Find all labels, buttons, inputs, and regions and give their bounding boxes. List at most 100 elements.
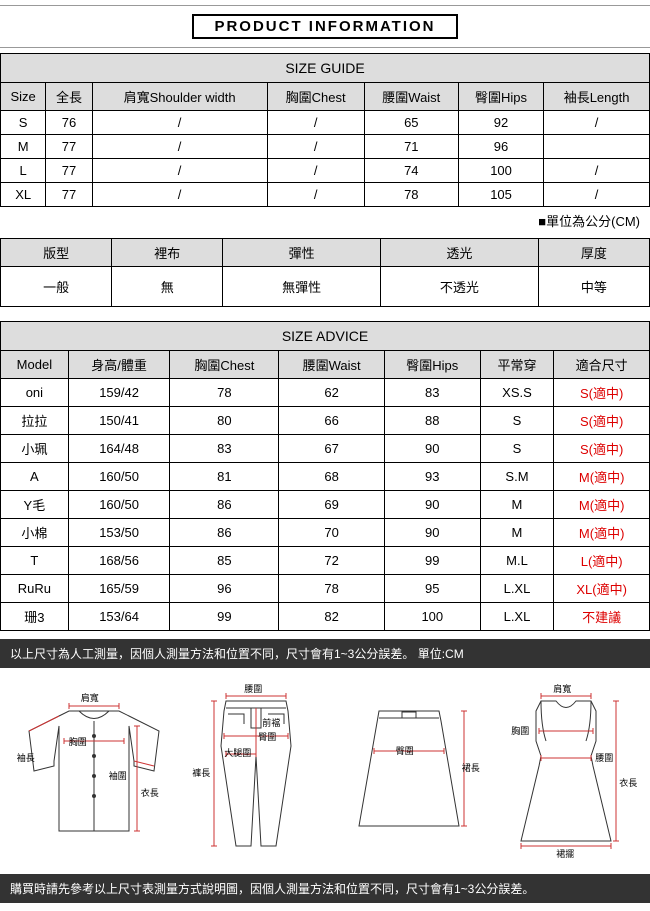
col-usual: 平常穿: [480, 351, 554, 379]
label-phip: 臀圍: [258, 730, 276, 743]
col-fit2: 適合尺寸: [554, 351, 650, 379]
table-cell: S.M: [480, 463, 554, 491]
table-cell: 82: [279, 603, 385, 631]
table-cell: 小珮: [1, 435, 69, 463]
table-cell: /: [267, 135, 364, 159]
table-cell: 74: [364, 159, 458, 183]
table-cell: 77: [46, 135, 92, 159]
table-cell: M: [480, 519, 554, 547]
table-cell: M.L: [480, 547, 554, 575]
table-cell: M: [480, 491, 554, 519]
table-cell: 168/56: [68, 547, 170, 575]
val-sheer: 不透光: [381, 267, 539, 307]
table-cell: 83: [385, 379, 481, 407]
unit-note: ■單位為公分(CM): [0, 207, 650, 234]
table-cell: /: [544, 183, 650, 207]
table-cell: S: [1, 111, 46, 135]
size-guide-title: SIZE GUIDE: [1, 54, 650, 83]
table-row: M77//7196: [1, 135, 650, 159]
table-row: XL77//78105/: [1, 183, 650, 207]
table-cell: 72: [279, 547, 385, 575]
table-cell: 珊3: [1, 603, 69, 631]
table-cell: /: [267, 159, 364, 183]
table-row: L77//74100/: [1, 159, 650, 183]
size-advice-table: SIZE ADVICE Model 身高/體重 胸圍Chest 腰圍Waist …: [0, 321, 650, 631]
table-row: RuRu165/59967895L.XLXL(適中): [1, 575, 650, 603]
table-cell: 小棉: [1, 519, 69, 547]
label-sleeve: 袖長: [17, 751, 35, 764]
measurement-note-2: 購買時請先參考以上尺寸表測量方式說明圖，因個人測量方法和位置不同，尺寸會有1~3…: [0, 874, 650, 903]
size-guide-table: SIZE GUIDE Size 全長 肩寬Shoulder width 胸圍Ch…: [0, 53, 650, 207]
fabric-table: 版型 裡布 彈性 透光 厚度 一般 無 無彈性 不透光 中等: [0, 238, 650, 307]
val-fit: 一般: [1, 267, 112, 307]
fit-cell: 不建議: [554, 603, 650, 631]
measurement-diagrams: 肩寬 胸圍 袖長 袖圍 衣長 腰圍 前襠 臀圍 大腿圍 褲長: [0, 676, 650, 866]
col-model: Model: [1, 351, 69, 379]
table-cell: 78: [170, 379, 279, 407]
table-cell: L.XL: [480, 575, 554, 603]
col-thick: 厚度: [538, 239, 649, 267]
col-stretch: 彈性: [223, 239, 381, 267]
table-cell: L.XL: [480, 603, 554, 631]
table-row: S76//6592/: [1, 111, 650, 135]
col-chest: 胸圍Chest: [267, 83, 364, 111]
col-hips: 臀圍Hips: [458, 83, 543, 111]
table-cell: 86: [170, 519, 279, 547]
val-lining: 無: [112, 267, 223, 307]
table-cell: S: [480, 435, 554, 463]
table-cell: 85: [170, 547, 279, 575]
col-size: Size: [1, 83, 46, 111]
table-cell: L: [1, 159, 46, 183]
table-cell: 153/64: [68, 603, 170, 631]
table-cell: 96: [170, 575, 279, 603]
fabric-header-row: 版型 裡布 彈性 透光 厚度: [1, 239, 650, 267]
label-plength: 褲長: [192, 766, 210, 779]
col-shoulder: 肩寬Shoulder width: [92, 83, 267, 111]
label-thigh: 大腿圍: [224, 746, 251, 759]
fabric-value-row: 一般 無 無彈性 不透光 中等: [1, 267, 650, 307]
table-cell: 90: [385, 519, 481, 547]
col-chest2: 胸圍Chest: [170, 351, 279, 379]
product-info-header: PRODUCT INFORMATION: [0, 5, 650, 48]
col-sleeve: 袖長Length: [544, 83, 650, 111]
table-cell: 100: [385, 603, 481, 631]
table-cell: 100: [458, 159, 543, 183]
measurement-note-1: 以上尺寸為人工測量，因個人測量方法和位置不同，尺寸會有1~3公分誤差。 單位:C…: [0, 639, 650, 668]
label-dchest: 胸圍: [511, 724, 529, 737]
table-cell: 96: [458, 135, 543, 159]
table-cell: 76: [46, 111, 92, 135]
table-row: 拉拉150/41806688SS(適中): [1, 407, 650, 435]
table-cell: 86: [170, 491, 279, 519]
table-cell: 99: [385, 547, 481, 575]
table-cell: 165/59: [68, 575, 170, 603]
col-sheer: 透光: [381, 239, 539, 267]
label-dwaist: 腰圍: [595, 751, 613, 764]
table-cell: /: [544, 111, 650, 135]
label-chest: 胸圍: [69, 735, 87, 748]
table-row: A160/50816893S.MM(適中): [1, 463, 650, 491]
table-cell: 62: [279, 379, 385, 407]
table-cell: 83: [170, 435, 279, 463]
table-cell: 160/50: [68, 491, 170, 519]
col-waist: 腰圍Waist: [364, 83, 458, 111]
header-title: PRODUCT INFORMATION: [192, 14, 457, 39]
table-cell: 66: [279, 407, 385, 435]
col-hips2: 臀圍Hips: [385, 351, 481, 379]
table-cell: 78: [279, 575, 385, 603]
col-hw: 身高/體重: [68, 351, 170, 379]
table-cell: 77: [46, 159, 92, 183]
table-row: 珊3153/649982100L.XL不建議: [1, 603, 650, 631]
table-cell: 拉拉: [1, 407, 69, 435]
size-advice-header-row: Model 身高/體重 胸圍Chest 腰圍Waist 臀圍Hips 平常穿 適…: [1, 351, 650, 379]
val-stretch: 無彈性: [223, 267, 381, 307]
label-slength: 裙長: [462, 761, 480, 774]
size-advice-title: SIZE ADVICE: [1, 322, 650, 351]
fit-cell: M(適中): [554, 491, 650, 519]
col-fit: 版型: [1, 239, 112, 267]
table-row: 小棉153/50867090MM(適中): [1, 519, 650, 547]
table-cell: oni: [1, 379, 69, 407]
fit-cell: S(適中): [554, 435, 650, 463]
table-cell: /: [92, 159, 267, 183]
table-row: T168/56857299M.LL(適中): [1, 547, 650, 575]
table-cell: /: [267, 183, 364, 207]
